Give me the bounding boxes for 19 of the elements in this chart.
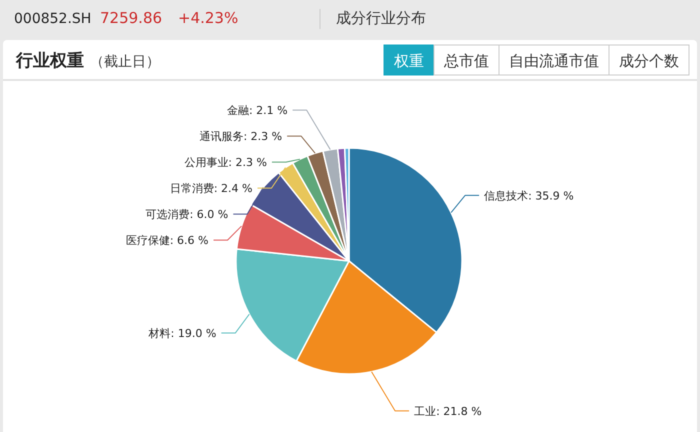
text: 成分个数 <box>619 52 679 70</box>
chart-title: 行业权重 <box>15 51 84 71</box>
slice-label: 可选消费: 6.0 % <box>146 208 228 222</box>
slice-label: 医疗保健: 6.6 % <box>126 234 209 248</box>
text: 权重 <box>393 52 424 70</box>
text: 7259.86 <box>100 9 162 27</box>
text: 000852.SH <box>14 11 92 27</box>
slice-label: 公用事业: 2.3 % <box>184 156 267 170</box>
text: +4.23% <box>178 9 238 27</box>
slice-label: 材料: 19.0 % <box>148 327 216 340</box>
slice-label: 工业: 21.8 % <box>414 404 482 418</box>
slice-label: 信息技术: 35.9 % <box>484 189 574 202</box>
text: 总市值 <box>443 52 489 70</box>
slice-label: 金融: 2.1 % <box>226 104 288 118</box>
text: 自由流通市值 <box>509 52 599 70</box>
chart-subtitle: （截止日） <box>90 54 160 70</box>
slice-label: 日常消费: 2.4 % <box>170 182 252 196</box>
text: 成分行业分布 <box>336 9 426 27</box>
slice-label: 通讯服务: 2.3 % <box>199 130 282 144</box>
